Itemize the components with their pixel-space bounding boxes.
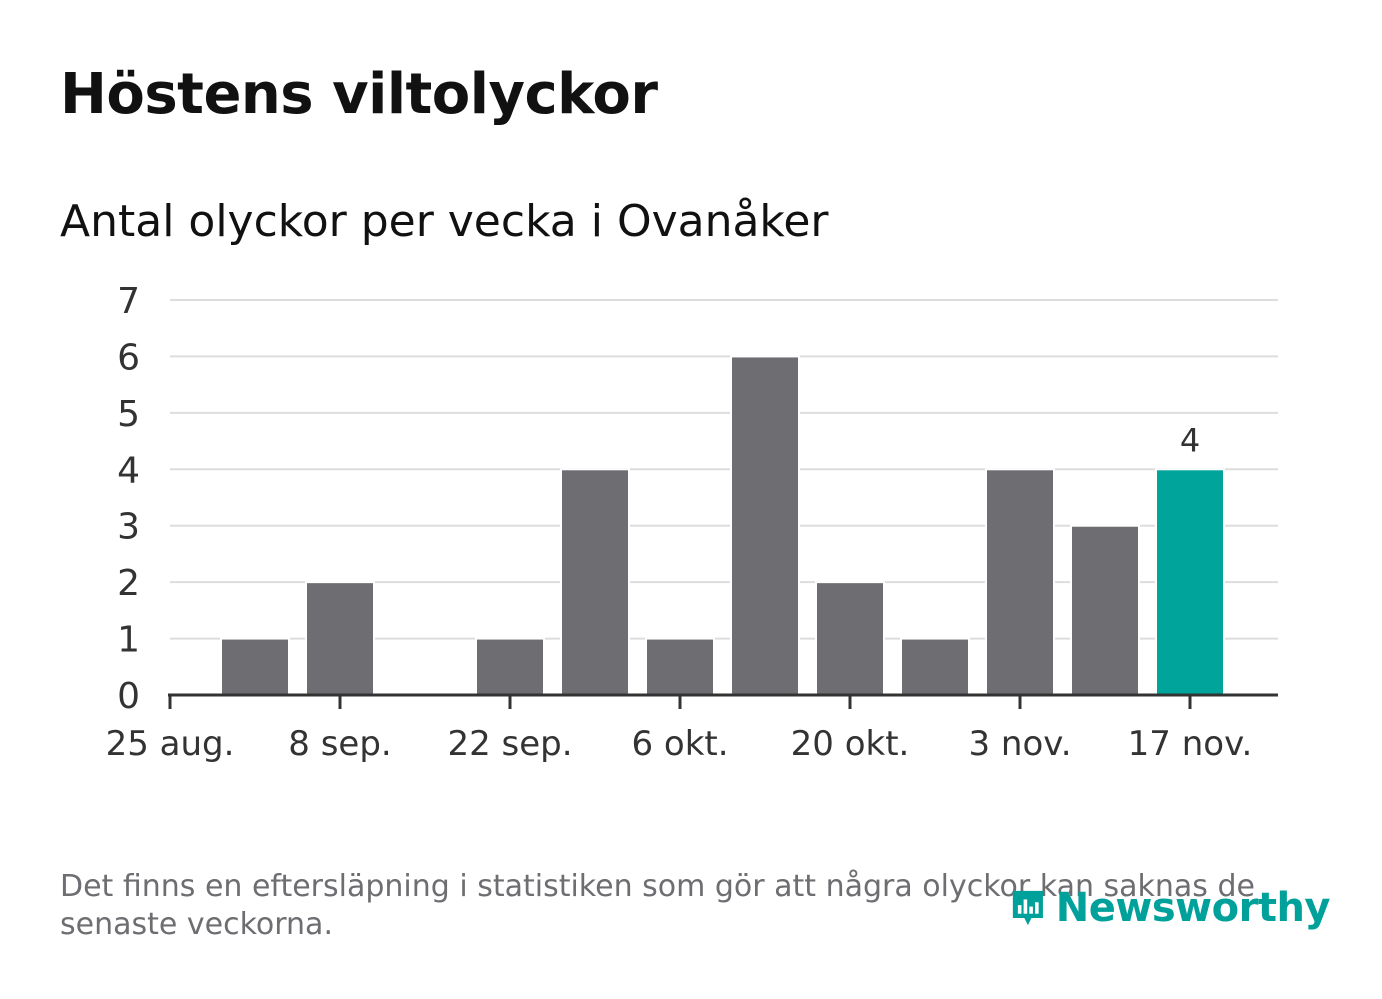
y-tick-label: 3 [117, 507, 140, 548]
x-axis-labels: 25 aug. 8 sep. 22 sep. 6 okt. 20 okt. 3 nov. 1… [106, 724, 1253, 764]
bar [815, 581, 885, 697]
bar [560, 468, 630, 696]
bar [645, 637, 715, 696]
bar [1070, 524, 1140, 697]
x-axis [168, 693, 1278, 709]
data-labels: 4 [1180, 421, 1200, 459]
x-tick-label: 3 nov. [968, 724, 1071, 764]
x-tick-label: 17 nov. [1128, 724, 1253, 764]
x-tick-label: 22 sep. [447, 724, 572, 764]
y-tick-label: 4 [117, 450, 140, 491]
y-tick-label: 7 [117, 281, 140, 322]
data-label: 4 [1180, 421, 1200, 459]
brand-logo: Newsworthy [1010, 876, 1331, 940]
bar [220, 637, 290, 696]
x-tick-label: 20 okt. [791, 724, 910, 764]
chart-subtitle: Antal olyckor per vecka i Ovanåker [60, 196, 829, 247]
bar [305, 581, 375, 697]
bar [730, 355, 800, 696]
footnote: Det finns en eftersläpning i statistiken… [60, 869, 1255, 942]
y-tick-label: 5 [117, 394, 140, 435]
y-axis-labels: 0 1 2 3 4 5 6 7 [117, 281, 140, 717]
newsworthy-logo-icon [1012, 890, 1043, 926]
x-tick-label: 8 sep. [288, 724, 391, 764]
y-tick-label: 2 [117, 563, 140, 604]
y-tick-label: 6 [117, 337, 140, 378]
chart-title: Höstens viltolyckor [60, 62, 658, 127]
y-tick-label: 1 [117, 620, 140, 661]
bar [900, 637, 970, 696]
x-tick-label: 6 okt. [631, 724, 728, 764]
bar [985, 468, 1055, 696]
bar-highlighted [1155, 468, 1225, 696]
bar [475, 637, 545, 696]
y-tick-label: 0 [117, 676, 140, 717]
brand-name: Newsworthy [1055, 885, 1331, 931]
x-tick-label: 25 aug. [106, 724, 235, 764]
